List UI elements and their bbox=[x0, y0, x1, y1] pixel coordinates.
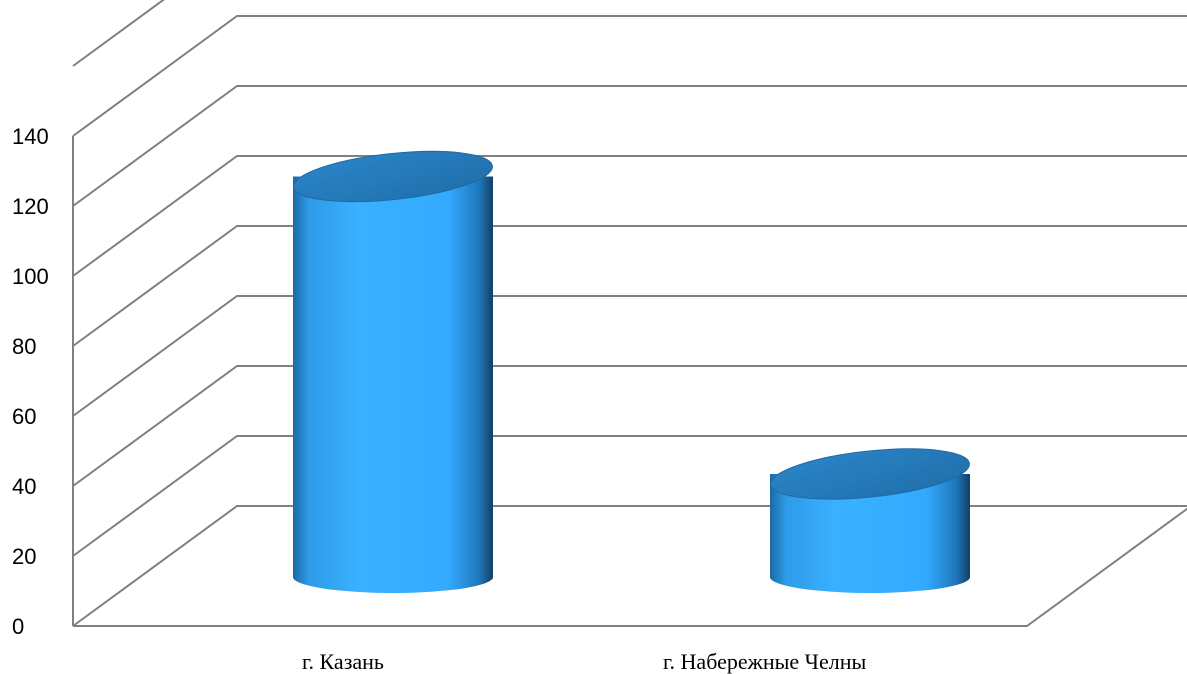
x-category-label: г. Набережные Челны bbox=[663, 649, 866, 674]
gridline bbox=[72, 225, 1187, 347]
gridline bbox=[72, 85, 1187, 207]
gridline bbox=[72, 295, 1187, 417]
y-tick-label: 80 bbox=[12, 334, 36, 359]
gridline bbox=[72, 0, 165, 67]
y-tick-label: 140 bbox=[12, 124, 49, 149]
gridline bbox=[72, 155, 1187, 277]
floor-edge bbox=[73, 507, 1187, 627]
gridline bbox=[72, 365, 1187, 487]
bar-side bbox=[770, 474, 970, 593]
bars bbox=[293, 150, 970, 593]
y-tick-label: 20 bbox=[12, 544, 36, 569]
bar-cylinder bbox=[770, 448, 970, 593]
gridline bbox=[72, 435, 1187, 557]
axes bbox=[72, 136, 1187, 627]
bar-side bbox=[293, 176, 493, 593]
bar-top bbox=[293, 150, 493, 203]
bar-cylinder bbox=[293, 150, 493, 593]
bar-top bbox=[770, 448, 970, 500]
x-category-label: г. Казань bbox=[302, 649, 384, 674]
y-axis-ticks: 0 20 40 60 80 100 120 140 bbox=[12, 124, 49, 639]
y-tick-label: 100 bbox=[12, 264, 49, 289]
y-tick-label: 0 bbox=[12, 614, 24, 639]
gridline bbox=[72, 15, 1187, 137]
gridline bbox=[72, 505, 1187, 627]
x-axis-categories: г. Казань г. Набережные Челны bbox=[302, 649, 866, 674]
y-tick-label: 40 bbox=[12, 474, 36, 499]
y-tick-label: 120 bbox=[12, 194, 49, 219]
grid bbox=[72, 0, 1187, 627]
y-tick-label: 60 bbox=[12, 404, 36, 429]
